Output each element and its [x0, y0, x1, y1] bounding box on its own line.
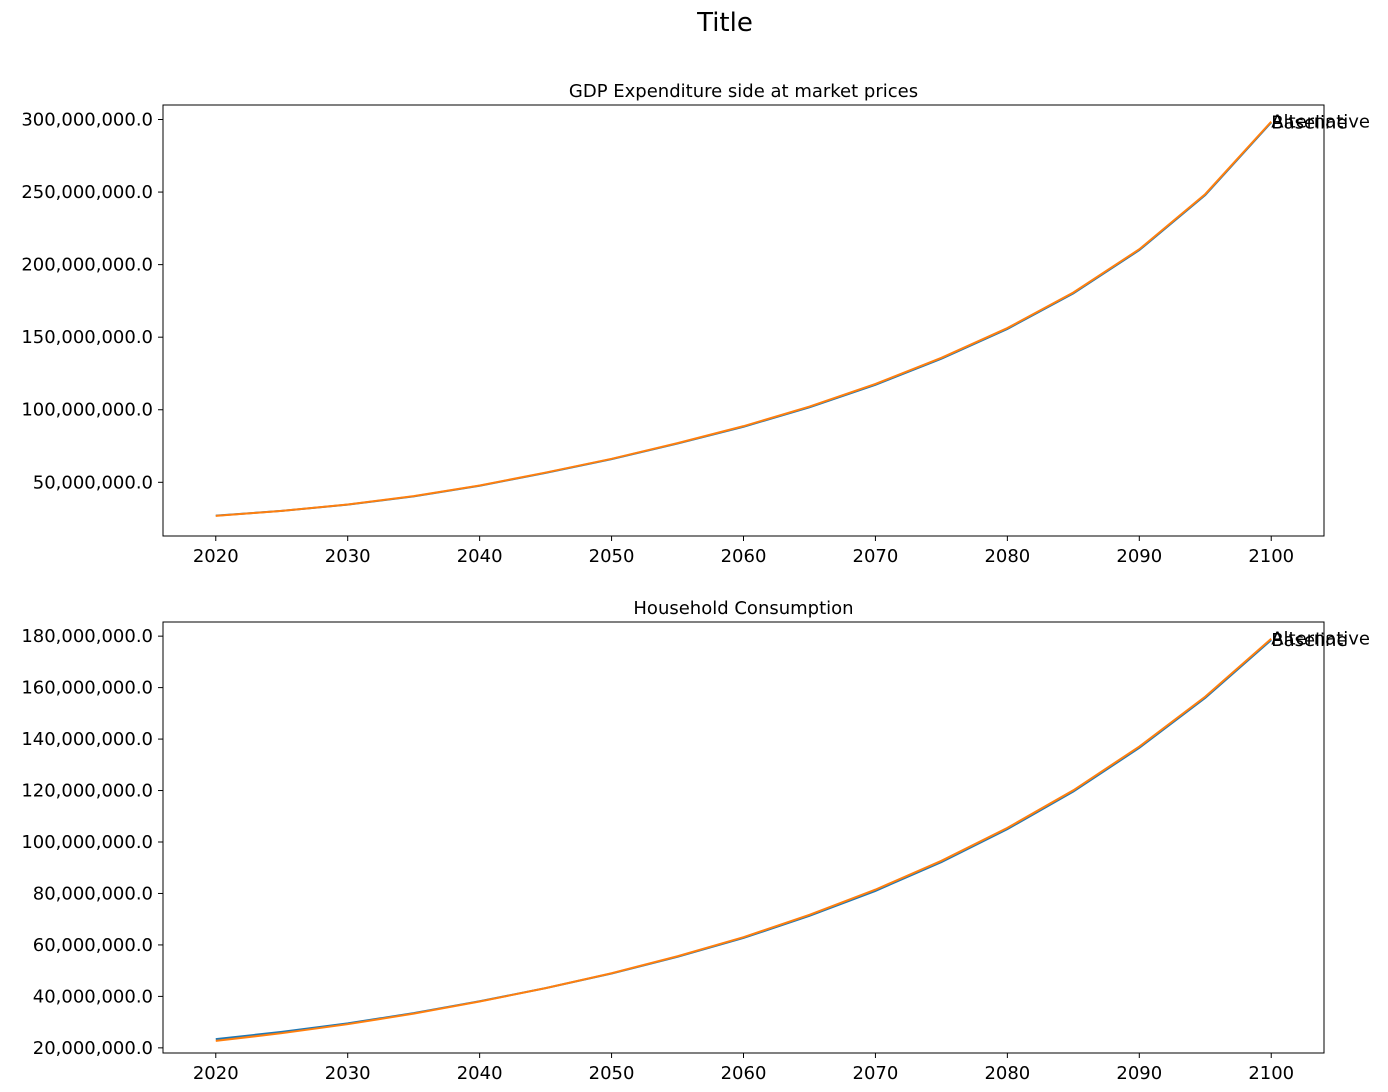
panel-2-y-tick-label: 120,000,000.0: [21, 781, 153, 802]
panel-1-x-tick-label: 2040: [457, 546, 503, 567]
panel-2-y-tick-label: 40,000,000.0: [33, 986, 153, 1007]
panel-2-x-tick-label: 2040: [457, 1063, 503, 1084]
panel-2-y-tick-label: 180,000,000.0: [21, 626, 153, 647]
panel-2-x-tick-label: 2060: [721, 1063, 767, 1084]
panel-1-label-alternative: Alternative: [1271, 112, 1370, 133]
panel-1-y-tick-label: 200,000,000.0: [21, 255, 153, 276]
panel-1-x-tick-label: 2100: [1248, 546, 1294, 567]
panel-1-y-tick-label: 150,000,000.0: [21, 327, 153, 348]
panel-1-y-tick-label: 250,000,000.0: [21, 182, 153, 203]
panel-1-series-alternative-line: [215, 121, 1272, 517]
panel-1-y-tick-label: 300,000,000.0: [21, 110, 153, 131]
panel-1-x-tick-label: 2060: [721, 546, 767, 567]
panel-2-x-tick-label: 2030: [325, 1063, 371, 1084]
panel-1-label-baseline: Baseline: [1271, 112, 1347, 133]
panel-2-label-baseline: Baseline: [1271, 630, 1347, 651]
panel-2-y-tick-label: 20,000,000.0: [33, 1038, 153, 1059]
panel-1-x-tick-label: 2020: [193, 546, 239, 567]
panel-1-x-tick-label: 2090: [1116, 546, 1162, 567]
panel-2-label-alternative: Alternative: [1271, 629, 1370, 650]
panel-2-y-tick-label: 160,000,000.0: [21, 678, 153, 699]
panel-2-x-tick-label: 2020: [193, 1063, 239, 1084]
panel-2-y-tick-label: 80,000,000.0: [33, 883, 153, 904]
panel-1-x-tick-label: 2030: [325, 546, 371, 567]
panel-2-x-tick-label: 2090: [1116, 1063, 1162, 1084]
panel-2-y-tick-label: 140,000,000.0: [21, 729, 153, 750]
panel-2-series-alternative-line: [215, 637, 1272, 1042]
panel-1-y-tick-label: 50,000,000.0: [33, 472, 153, 493]
panel-1-x-tick-label: 2080: [984, 546, 1030, 567]
panel-2-y-tick-label: 100,000,000.0: [21, 832, 153, 853]
panel-1-title: GDP Expenditure side at market prices: [569, 81, 918, 102]
panel-2-x-tick-label: 2080: [984, 1063, 1030, 1084]
figure-title: Title: [696, 8, 753, 38]
panel-1-x-tick-label: 2070: [853, 546, 899, 567]
panel-2-y-tick-label: 60,000,000.0: [33, 935, 153, 956]
panel-1-y-tick-label: 100,000,000.0: [21, 400, 153, 421]
panel-2-title: Household Consumption: [633, 598, 853, 619]
panel-2-x-tick-label: 2100: [1248, 1063, 1294, 1084]
panel-1-x-tick-label: 2050: [589, 546, 635, 567]
panel-2-x-tick-label: 2050: [589, 1063, 635, 1084]
panel-2-x-tick-label: 2070: [853, 1063, 899, 1084]
